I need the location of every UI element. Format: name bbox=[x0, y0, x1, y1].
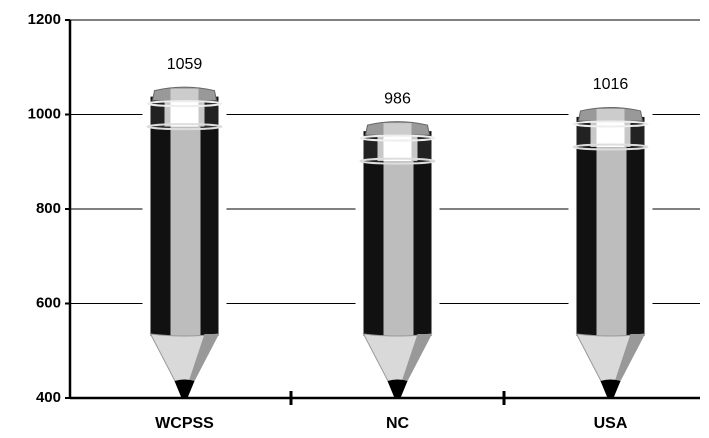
y-tick-label: 1200 bbox=[28, 11, 61, 28]
x-tick-label: NC bbox=[386, 415, 410, 432]
pencil-eraser-shine bbox=[596, 108, 625, 121]
pencil-bar bbox=[568, 102, 653, 398]
pencil-graphite bbox=[600, 379, 621, 398]
pencil-graphite bbox=[387, 379, 408, 398]
pencil-ferrule-shine bbox=[596, 120, 625, 147]
pencil-ring bbox=[572, 143, 649, 151]
pencil-stripe bbox=[200, 96, 219, 336]
pencil-wood-shade bbox=[401, 334, 432, 382]
pencil-ferrule-dark bbox=[363, 135, 378, 162]
pencil-ferrule-dark bbox=[417, 135, 432, 162]
value-label: 1016 bbox=[593, 76, 629, 93]
value-label: 1059 bbox=[167, 56, 203, 73]
pencil-ferrule-dark bbox=[150, 100, 165, 127]
pencil-stripe bbox=[383, 131, 414, 336]
pencil-stripe bbox=[576, 116, 597, 336]
pencil-ferrule-dark bbox=[204, 100, 219, 127]
y-tick-label: 800 bbox=[36, 200, 61, 217]
pencil-stripe bbox=[626, 116, 645, 336]
value-label: 986 bbox=[384, 90, 411, 107]
x-tick-label: USA bbox=[594, 415, 628, 432]
pencil-ring bbox=[146, 123, 223, 131]
pencil-stripe bbox=[413, 131, 432, 336]
pencil-ferrule-shine bbox=[383, 135, 412, 162]
pencil-eraser-shine bbox=[170, 88, 199, 101]
pencil-ring bbox=[146, 100, 223, 108]
pencil-ferrule-dark bbox=[576, 120, 591, 147]
pencil-ferrule-shine bbox=[170, 100, 199, 127]
x-tick-label: WCPSS bbox=[155, 415, 214, 432]
pencil-stripe bbox=[363, 131, 384, 336]
y-tick-label: 1000 bbox=[28, 105, 61, 122]
pencil-bar bbox=[355, 117, 440, 398]
pencil-stripe bbox=[170, 96, 201, 336]
pencil-stripe bbox=[596, 116, 627, 336]
pencil-wood-shade bbox=[188, 334, 219, 382]
pencil-wood-shade bbox=[614, 334, 645, 382]
pencil-graphite bbox=[174, 379, 195, 398]
y-tick-label: 400 bbox=[36, 389, 61, 406]
pencil-ring bbox=[359, 134, 436, 142]
pencil-eraser-shine bbox=[383, 123, 412, 136]
pencil-stripe bbox=[150, 96, 171, 336]
pencil-ferrule-dark bbox=[630, 120, 645, 147]
pencil-ring bbox=[359, 157, 436, 165]
pencil-bar bbox=[142, 82, 227, 398]
pencil-ring bbox=[572, 120, 649, 128]
y-tick-label: 600 bbox=[36, 294, 61, 311]
